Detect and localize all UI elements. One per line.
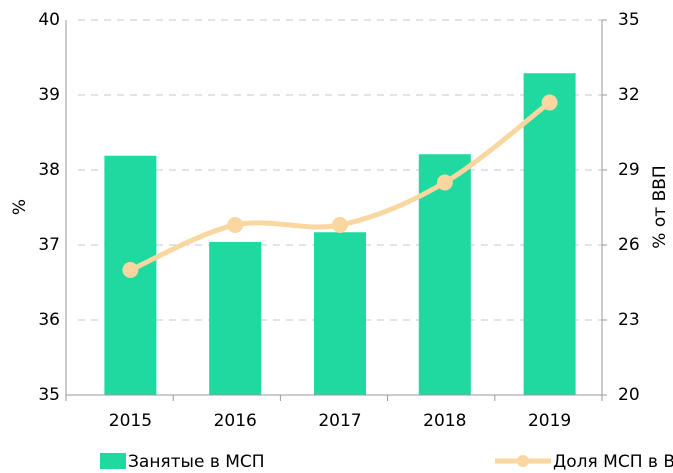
y-tick-label: 37 (38, 235, 60, 255)
line-marker (436, 174, 453, 191)
y2-tick-label: 32 (618, 85, 640, 105)
y-tick-label: 38 (38, 160, 60, 180)
y2-tick-label: 35 (618, 10, 640, 30)
line-marker (332, 217, 348, 233)
legend-marker (517, 455, 529, 467)
y-tick-label: 35 (38, 385, 60, 405)
bar (314, 232, 366, 395)
legend-swatch (100, 453, 126, 469)
y2-tick-label: 23 (618, 310, 640, 330)
line-marker (122, 262, 139, 278)
x-tick-label: 2016 (214, 411, 257, 431)
y2-tick-label: 20 (618, 385, 640, 405)
line-marker (227, 217, 244, 233)
y2-tick-label: 29 (618, 160, 640, 180)
x-tick-label: 2017 (318, 411, 361, 431)
x-tick-label: 2018 (423, 411, 466, 431)
y2-axis-label: % от ВВП (650, 165, 670, 248)
x-tick-label: 2015 (109, 411, 152, 431)
bar (209, 242, 262, 395)
x-tick-label: 2019 (528, 411, 571, 431)
y-tick-label: 40 (38, 10, 60, 30)
y-tick-label: 36 (38, 310, 60, 330)
bar (523, 73, 576, 395)
y-tick-label: 39 (38, 85, 60, 105)
y-axis-label: % (10, 199, 30, 215)
legend-label: Доля МСП в ВВП (п.ш.) (553, 452, 673, 472)
line-marker (541, 94, 558, 111)
y2-tick-label: 26 (618, 235, 640, 255)
legend-label: Занятые в МСП (128, 452, 265, 472)
